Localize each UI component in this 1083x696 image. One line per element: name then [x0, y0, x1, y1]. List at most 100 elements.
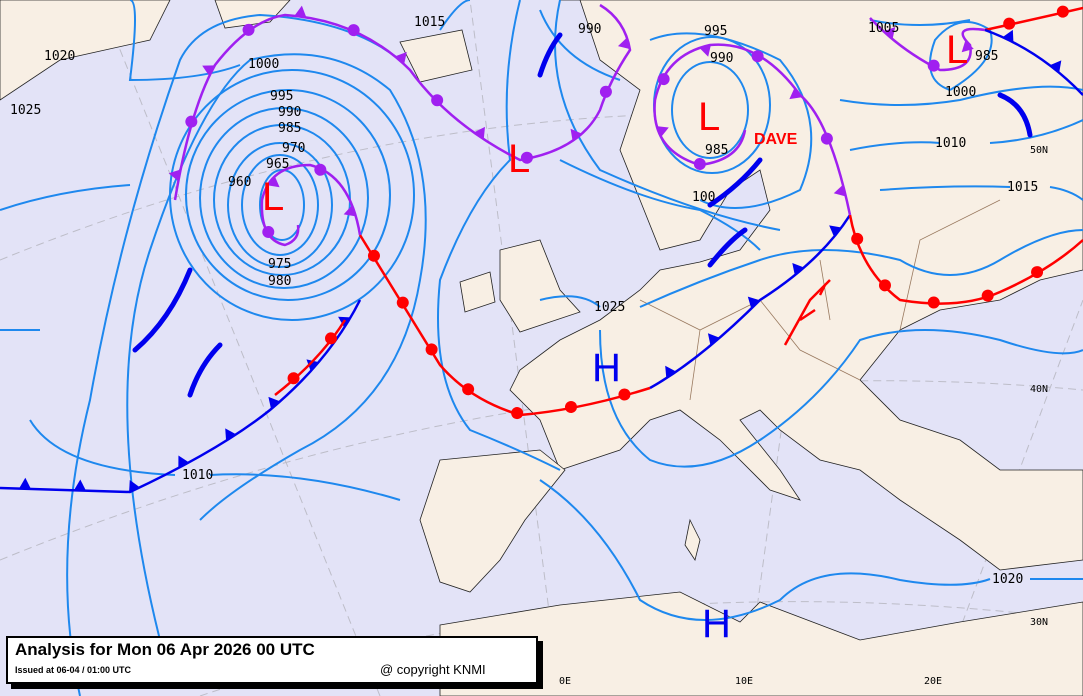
isobar-label: 970 [282, 141, 305, 156]
warm-front-symbol [1056, 5, 1069, 18]
occluded-front-symbol [599, 85, 612, 98]
occluded-front [260, 163, 362, 247]
occluded-front-symbol [699, 44, 711, 57]
isobar-label: 1015 [414, 15, 445, 30]
isobar-label: 1015 [1007, 180, 1038, 195]
isobar-label: 1010 [935, 136, 966, 151]
warm-front-symbol [287, 372, 300, 385]
occluded-front-symbol [789, 87, 802, 100]
high-center: H [702, 602, 731, 646]
isobar-label: 960 [228, 175, 251, 190]
occluded-front-symbol [431, 94, 444, 107]
cold-front-symbol [665, 365, 677, 379]
coordinate-labels: 50N 40N 30N 0E 10E 20E [559, 145, 1048, 687]
warm-front-symbol [851, 232, 864, 245]
isobar-label: 995 [704, 24, 727, 39]
warm-front-symbol [1003, 17, 1016, 30]
occluded-front-symbol [751, 50, 764, 63]
isobar-label: 100 [692, 190, 715, 205]
warm-front-symbol [565, 401, 578, 414]
copyright: @ copyright KNMI [380, 662, 486, 677]
low-center: L [262, 175, 284, 219]
pressure-centers: L L L L H H 985 DAVE [262, 28, 998, 646]
cold-front-symbol [268, 396, 281, 410]
isobar-label: 985 [705, 143, 728, 158]
cold-front-symbol [747, 296, 760, 309]
occluded-front-symbol [693, 157, 706, 170]
occluded-front-symbol [820, 132, 833, 145]
warm-front-symbol [618, 388, 631, 401]
warm-front-symbol [462, 383, 475, 396]
occluded-front-symbol [656, 126, 669, 138]
cold-front-symbol [129, 479, 140, 493]
occluded-front-symbol [927, 59, 940, 72]
troughs [132, 32, 1033, 398]
occluded-front [869, 17, 986, 72]
lat-label: 30N [1030, 617, 1048, 628]
cold-front-symbol [225, 428, 237, 441]
lon-label: 20E [924, 676, 942, 687]
cold-front-symbol [792, 262, 804, 276]
warm-front-symbol [878, 279, 891, 292]
occluded-front-symbol [202, 65, 215, 77]
cold-front-symbol [18, 477, 31, 489]
cold-front-symbol [178, 455, 189, 469]
cold-front-symbol [707, 333, 720, 346]
occluded-front-symbol [617, 37, 631, 50]
low-center: L [508, 137, 530, 181]
occluded-front-symbol [168, 169, 181, 182]
cold-front-symbol [306, 359, 319, 372]
isobar-label: 990 [710, 51, 733, 66]
isobar-label: 1020 [992, 572, 1023, 587]
map-title: Analysis for Mon 06 Apr 2026 00 UTC [15, 640, 315, 659]
isobar-label: 1010 [182, 468, 213, 483]
warm-front-symbol [981, 289, 994, 302]
isobar-label: 1000 [945, 85, 976, 100]
isobar-label: 980 [268, 274, 291, 289]
warm-front-symbol [325, 332, 338, 345]
issued-time: Issued at 06-04 / 01:00 UTC [15, 665, 132, 675]
cold-front [984, 28, 1083, 96]
warm-front-symbol [367, 249, 380, 262]
cold-front-symbol [829, 225, 842, 237]
lat-label: 50N [1030, 145, 1048, 156]
occluded-front-symbol [314, 163, 327, 176]
cold-front [649, 214, 852, 390]
occluded-front-symbol [185, 115, 198, 128]
cold-front-symbol [1049, 60, 1062, 73]
cold-front-symbol [1002, 29, 1014, 43]
occluded-front-symbol [267, 175, 280, 188]
high-center: H [592, 346, 621, 390]
occluded-front-symbol [343, 205, 357, 217]
title-box: Analysis for Mon 06 Apr 2026 00 UTC Issu… [6, 636, 538, 684]
occluded-front-symbol [520, 151, 533, 164]
isobar-label: 990 [578, 22, 601, 37]
low-center: L [946, 28, 968, 72]
occluded-front-symbol [395, 51, 407, 65]
occluded-front-symbol [570, 128, 583, 142]
warm-front-symbol [1031, 266, 1044, 279]
occluded-front-symbol [657, 73, 670, 86]
isobar-label: 990 [278, 105, 301, 120]
lat-label: 40N [1030, 384, 1048, 395]
lon-label: 0E [559, 676, 571, 687]
occluded-front-symbol [883, 27, 896, 40]
occluded-front-symbol [347, 24, 360, 37]
occluded-front-symbol [294, 5, 307, 18]
occluded-front-symbol [242, 23, 255, 36]
warm-front-symbol [425, 343, 438, 356]
cold-front [0, 299, 362, 494]
occluded-front-symbol [262, 225, 275, 238]
isobar-label: 965 [266, 157, 289, 172]
warm-front [274, 319, 347, 396]
isobar-label: 1000 [248, 57, 279, 72]
warm-front [848, 214, 1083, 305]
cold-front-symbol [73, 479, 86, 491]
occluded-front-symbol [473, 126, 485, 140]
storm-name: DAVE [754, 131, 798, 148]
isobar-label: 985 [278, 121, 301, 136]
isobar-label: 995 [270, 89, 293, 104]
isobar-label: 975 [268, 257, 291, 272]
